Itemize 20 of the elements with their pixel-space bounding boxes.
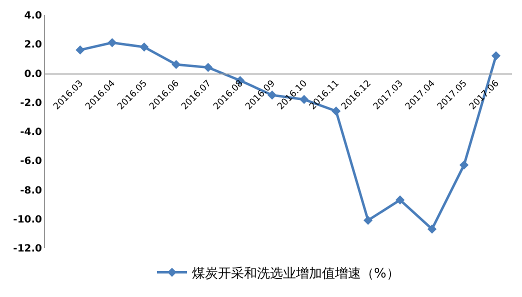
y-tick-label: -8.0 [20,185,42,196]
point [140,42,149,52]
point [108,38,117,48]
y-tick-label: 4.0 [24,10,42,22]
y-tick-label: -6.0 [20,156,42,168]
point [491,51,501,60]
point [396,195,405,204]
point [204,62,213,72]
y-tick-label: 2.0 [24,40,42,51]
point [76,45,85,54]
point [427,224,437,234]
point [172,60,181,70]
y-tick-label: -4.0 [20,127,42,138]
y-tick-label: -12.0 [13,244,42,254]
y-tick-label: 0.0 [24,68,42,80]
y-tick-label: -2.0 [20,98,42,109]
y-tick-label: -10.0 [13,214,42,226]
point [459,160,469,170]
legend-label: 煤炭开采和洗选业增加值增速（%） [192,266,400,282]
point [364,216,373,225]
